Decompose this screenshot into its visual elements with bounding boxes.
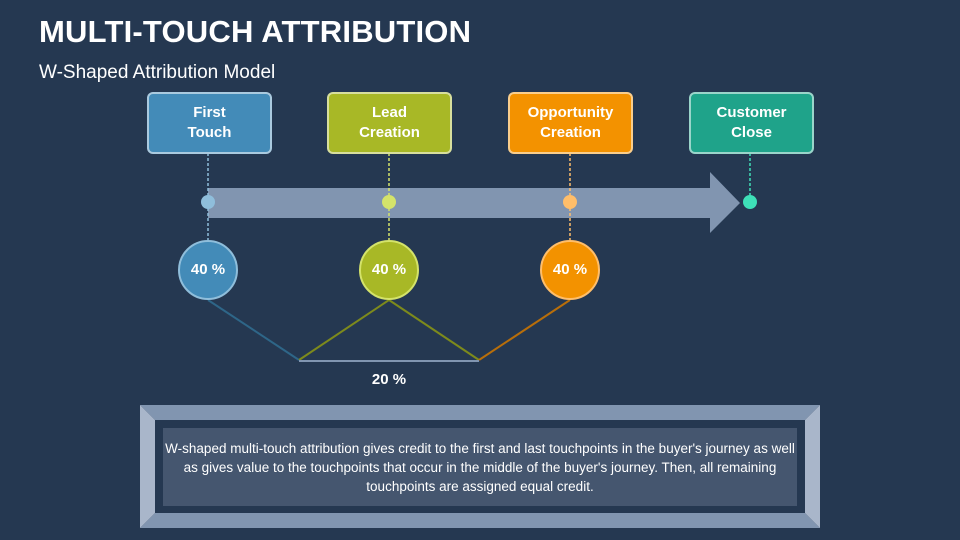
journey-arrow	[208, 172, 740, 233]
w-line-1	[207, 299, 300, 361]
stage-customer-close: Customer Close	[689, 92, 814, 154]
share-opportunity: 40 %	[552, 261, 588, 278]
stage-label: First	[193, 104, 226, 121]
stage-label: Lead	[371, 104, 407, 121]
frame-top	[140, 405, 820, 420]
w-line-2	[298, 299, 390, 361]
description-panel	[163, 428, 797, 506]
frame-right	[805, 405, 820, 528]
page-title: MULTI-TOUCH ATTRIBUTION	[39, 14, 472, 49]
description-text: W-shaped multi-touch attribution gives c…	[165, 440, 795, 494]
frame-bottom	[140, 513, 820, 528]
stage-label: Opportunity	[527, 104, 614, 121]
dot-close	[743, 195, 757, 209]
stage-lead-creation: Lead Creation	[327, 92, 452, 154]
w-line-3	[388, 299, 480, 361]
share-circle-opportunity	[540, 240, 600, 300]
stage-label: Touch	[187, 124, 232, 141]
share-circle-first	[178, 240, 238, 300]
w-line-4	[478, 299, 571, 361]
dot-opportunity	[563, 195, 577, 209]
stage-label: Creation	[540, 124, 601, 141]
share-lead: 40 %	[371, 261, 407, 278]
stage-label: Creation	[359, 124, 420, 141]
dot-lead	[382, 195, 396, 209]
share-remaining: 20 %	[371, 371, 407, 388]
frame-left	[140, 405, 155, 528]
stage-first-touch: First Touch	[147, 92, 272, 154]
stage-label: Customer	[716, 104, 787, 121]
share-circle-lead	[359, 240, 419, 300]
share-first: 40 %	[190, 261, 226, 278]
stage-label: Close	[731, 124, 772, 141]
page-subtitle: W-Shaped Attribution Model	[39, 62, 276, 83]
dot-first	[201, 195, 215, 209]
stage-opportunity-creation: Opportunity Creation	[508, 92, 633, 154]
